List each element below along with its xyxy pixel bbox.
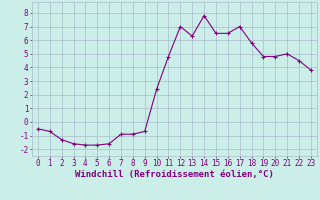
X-axis label: Windchill (Refroidissement éolien,°C): Windchill (Refroidissement éolien,°C) bbox=[75, 170, 274, 179]
